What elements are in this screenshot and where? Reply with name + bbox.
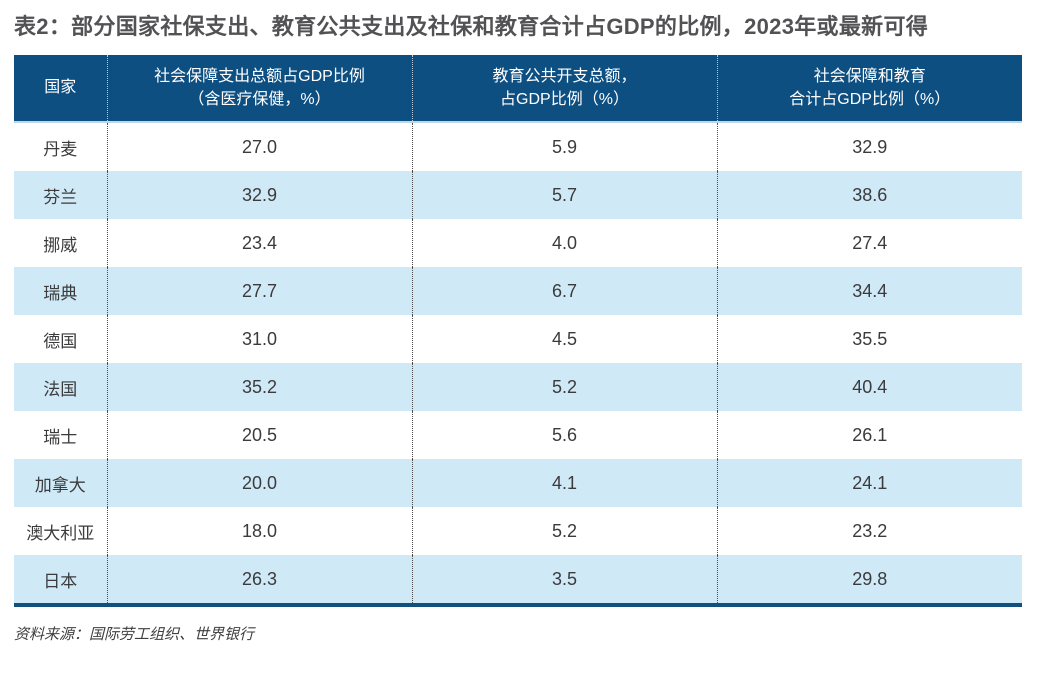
header-line-2: 占GDP比例（%） <box>500 91 629 109</box>
table-body: 丹麦 27.0 5.9 32.9 芬兰 32.9 5.7 38.6 挪威 23.… <box>14 122 1022 608</box>
table-row: 日本 26.3 3.5 29.8 <box>14 555 1022 608</box>
cell-country: 加拿大 <box>14 459 107 508</box>
cell-total: 24.1 <box>716 459 1022 508</box>
column-header-education: 教育公共开支总额， 占GDP比例（%） <box>411 55 717 124</box>
column-header-combined-total: 社会保障和教育 合计占GDP比例（%） <box>716 55 1022 124</box>
cell-total: 23.2 <box>716 507 1022 556</box>
table-row: 挪威 23.4 4.0 27.4 <box>14 219 1022 268</box>
cell-education: 5.2 <box>411 507 717 556</box>
cell-country: 瑞士 <box>14 411 107 460</box>
cell-education: 4.5 <box>411 315 717 364</box>
table-row: 芬兰 32.9 5.7 38.6 <box>14 171 1022 220</box>
table-title: 表2：部分国家社保支出、教育公共支出及社保和教育合计占GDP的比例，2023年或… <box>14 14 929 39</box>
cell-social-security: 20.5 <box>106 411 412 460</box>
cell-country: 芬兰 <box>14 171 107 220</box>
cell-education: 5.2 <box>411 363 717 412</box>
cell-total: 26.1 <box>716 411 1022 460</box>
table-row: 加拿大 20.0 4.1 24.1 <box>14 459 1022 508</box>
header-row: 国家 社会保障支出总额占GDP比例 （含医疗保健，%） 教育公共开支总额， 占G… <box>14 55 1022 124</box>
table-row: 瑞士 20.5 5.6 26.1 <box>14 411 1022 460</box>
cell-social-security: 27.7 <box>106 267 412 316</box>
header-line-1: 教育公共开支总额， <box>492 67 637 85</box>
cell-country: 日本 <box>14 555 107 608</box>
cell-social-security: 32.9 <box>106 171 412 220</box>
header-line-1: 社会保障和教育 <box>813 67 926 85</box>
cell-social-security: 26.3 <box>106 555 412 608</box>
table-row: 澳大利亚 18.0 5.2 23.2 <box>14 507 1022 556</box>
cell-country: 挪威 <box>14 219 107 268</box>
table-row: 瑞典 27.7 6.7 34.4 <box>14 267 1022 316</box>
cell-education: 3.5 <box>411 555 717 608</box>
cell-social-security: 27.0 <box>106 122 412 172</box>
cell-social-security: 23.4 <box>106 219 412 268</box>
table-row: 德国 31.0 4.5 35.5 <box>14 315 1022 364</box>
cell-education: 5.7 <box>411 171 717 220</box>
cell-total: 38.6 <box>716 171 1022 220</box>
cell-social-security: 20.0 <box>106 459 412 508</box>
cell-education: 4.1 <box>411 459 717 508</box>
cell-total: 34.4 <box>716 267 1022 316</box>
cell-total: 29.8 <box>716 555 1022 608</box>
header-line-2: 合计占GDP比例（%） <box>789 91 951 109</box>
cell-total: 40.4 <box>716 363 1022 412</box>
cell-social-security: 35.2 <box>106 363 412 412</box>
table-header: 国家 社会保障支出总额占GDP比例 （含医疗保健，%） 教育公共开支总额， 占G… <box>14 55 1022 124</box>
cell-education: 5.6 <box>411 411 717 460</box>
cell-education: 4.0 <box>411 219 717 268</box>
cell-country: 丹麦 <box>14 122 107 172</box>
cell-total: 32.9 <box>716 122 1022 172</box>
cell-total: 27.4 <box>716 219 1022 268</box>
column-header-country: 国家 <box>14 55 107 124</box>
cell-total: 35.5 <box>716 315 1022 364</box>
cell-country: 德国 <box>14 315 107 364</box>
table-row: 丹麦 27.0 5.9 32.9 <box>14 122 1022 172</box>
header-line-2: （含医疗保健，%） <box>188 91 331 109</box>
cell-social-security: 31.0 <box>106 315 412 364</box>
source-note: 资料来源：国际劳工组织、世界银行 <box>14 626 255 644</box>
cell-country: 澳大利亚 <box>14 507 107 556</box>
column-header-social-security: 社会保障支出总额占GDP比例 （含医疗保健，%） <box>106 55 412 124</box>
data-table: 国家 社会保障支出总额占GDP比例 （含医疗保健，%） 教育公共开支总额， 占G… <box>14 55 1022 608</box>
cell-education: 6.7 <box>411 267 717 316</box>
header-line-1: 社会保障支出总额占GDP比例 <box>154 67 365 85</box>
cell-country: 法国 <box>14 363 107 412</box>
cell-education: 5.9 <box>411 122 717 172</box>
cell-country: 瑞典 <box>14 267 107 316</box>
table-row: 法国 35.2 5.2 40.4 <box>14 363 1022 412</box>
cell-social-security: 18.0 <box>106 507 412 556</box>
